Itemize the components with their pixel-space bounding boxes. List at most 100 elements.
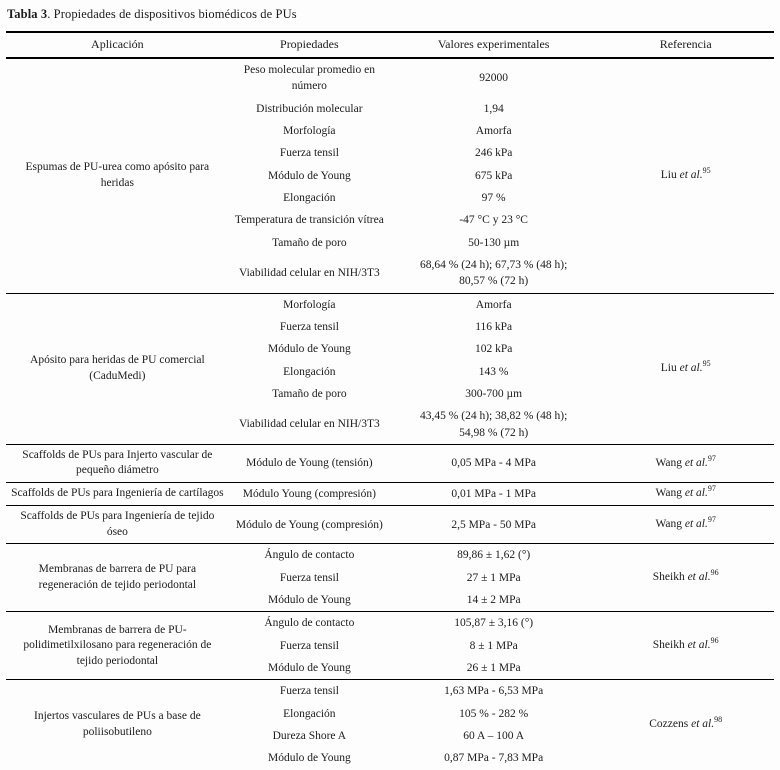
application-cell: Membranas de barrera de PU para regenera… bbox=[6, 543, 229, 612]
value-cell: -47 °C y 23 °C bbox=[459, 214, 528, 227]
table-row: Módulo de Young 0,87 MPa - 7,83 MPa bbox=[6, 747, 774, 770]
reference-author: Wang bbox=[655, 518, 682, 531]
table-row: Scaffolds de PUs para Injerto vascular d… bbox=[6, 443, 774, 483]
header-row: Aplicación Propiedades Valores experimen… bbox=[6, 32, 774, 59]
table-row: Scaffolds de PUs para Ingeniería de cart… bbox=[6, 481, 774, 506]
property-cell: Elongación bbox=[283, 191, 336, 204]
value-cell: 1,94 bbox=[483, 102, 504, 115]
table-row: Fuerza tensil 246 kPa bbox=[6, 142, 774, 164]
property-cell: Dureza Shore A bbox=[272, 729, 347, 742]
value-cell: 116 kPa bbox=[475, 320, 513, 333]
reference-author: Liu bbox=[660, 169, 677, 182]
value-cell: 0,01 MPa - 1 MPa bbox=[389, 481, 598, 506]
property-cell: Viabilidad celular en NIH/3T3 bbox=[238, 267, 380, 280]
reference-cell: Cozzens et al.98 bbox=[597, 679, 774, 770]
table-row: Apósito para heridas de PU comercial (Ca… bbox=[6, 292, 774, 445]
reference-author: Sheikh bbox=[652, 639, 685, 652]
reference-cell: Wang et al.97 bbox=[597, 443, 774, 483]
property-cell: Viabilidad celular en NIH/3T3 bbox=[238, 418, 380, 431]
value-cell: 14 ± 2 MPa bbox=[466, 593, 521, 606]
reference-number: 95 bbox=[702, 359, 711, 369]
table-title-number: Tabla 3 bbox=[7, 7, 48, 21]
property-cell: Módulo de Young bbox=[267, 661, 351, 674]
table-row: Injertos vasculares de PUs a base de pol… bbox=[6, 679, 774, 770]
table-row: Tamaño de poro 50-130 µm bbox=[6, 232, 774, 254]
value-cell: 89,86 ± 1,62 (°) bbox=[389, 543, 598, 567]
reference-number: 97 bbox=[707, 484, 716, 494]
value-cell: 143 % bbox=[478, 365, 509, 378]
reference-cell: Liu et al.95 bbox=[597, 292, 774, 445]
reference-author: Liu bbox=[660, 362, 677, 374]
property-cell: Ángulo de contacto bbox=[228, 611, 390, 635]
application-cell: Scaffolds de PUs para Ingeniería de teji… bbox=[6, 505, 229, 544]
application-cell: Espumas de PU-urea como apósito para her… bbox=[6, 57, 229, 294]
table-row: Módulo de Young 14 ± 2 MPa bbox=[6, 589, 774, 612]
value-cell: 0,05 MPa - 4 MPa bbox=[389, 443, 598, 483]
reference-number: 96 bbox=[710, 636, 719, 646]
value-cell: 8 ± 1 MPa bbox=[469, 639, 518, 652]
property-cell: Morfología bbox=[228, 292, 390, 316]
reference-cell: Wang et al.97 bbox=[597, 481, 774, 506]
application-cell: Injertos vasculares de PUs a base de pol… bbox=[6, 679, 229, 770]
property-cell: Distribución molecular bbox=[256, 102, 363, 115]
reference-cell: Liu et al.95 bbox=[597, 57, 774, 294]
table-row: Módulo de Young 102 kPa bbox=[6, 338, 774, 360]
table-row: Fuerza tensil 8 ± 1 MPa bbox=[6, 635, 774, 657]
property-cell: Módulo de Young (tensión) bbox=[228, 443, 390, 483]
application-cell: Membranas de barrera de PU- polidimetilx… bbox=[6, 611, 229, 680]
reference-etal: et al. bbox=[684, 456, 708, 469]
column-header-values: Valores experimentales bbox=[389, 32, 598, 59]
column-header-reference: Referencia bbox=[597, 32, 774, 59]
reference-number: 97 bbox=[707, 453, 716, 463]
property-cell: Morfología bbox=[283, 124, 336, 137]
reference-author: Wang bbox=[655, 487, 682, 500]
table-row: Elongación 143 % bbox=[6, 361, 774, 383]
value-cell: Amorfa bbox=[475, 124, 512, 137]
table-row: Espumas de PU-urea como apósito para her… bbox=[6, 57, 774, 294]
property-cell: Fuerza tensil bbox=[279, 320, 339, 333]
table-row: Temperatura de transición vítrea -47 °C y… bbox=[6, 209, 774, 231]
table-title: Tabla 3. Propiedades de dispositivos bio… bbox=[7, 7, 774, 22]
reference-etal: et al. bbox=[687, 639, 711, 652]
property-cell: Temperatura de transición vítrea bbox=[234, 214, 384, 227]
column-header-application: Aplicación bbox=[6, 32, 229, 59]
value-cell: 2,5 MPa - 50 MPa bbox=[389, 505, 598, 544]
reference-etal: et al. bbox=[684, 518, 708, 531]
property-cell: Ángulo de contacto bbox=[228, 543, 390, 567]
application-cell: Apósito para heridas de PU comercial (Ca… bbox=[6, 292, 229, 445]
reference-etal: et al. bbox=[679, 169, 703, 182]
property-cell: Módulo de Young bbox=[267, 343, 351, 356]
reference-etal: et al. bbox=[687, 571, 711, 584]
reference-number: 95 bbox=[702, 166, 711, 176]
property-cell: Módulo Young (compresión) bbox=[228, 481, 390, 506]
value-cell: 246 kPa bbox=[474, 147, 513, 160]
reference-cell: Sheikh et al.96 bbox=[597, 543, 774, 612]
value-cell: 300-700 µm bbox=[465, 387, 523, 400]
value-cell: 27 ± 1 MPa bbox=[466, 571, 521, 584]
reference-author: Sheikh bbox=[652, 571, 685, 584]
table-row: Elongación 97 % bbox=[6, 187, 774, 209]
table-row: Morfología Amorfa bbox=[6, 120, 774, 142]
value-cell: 97 % bbox=[481, 191, 506, 204]
table-row: Dureza Shore A 60 A – 100 A bbox=[6, 725, 774, 747]
property-cell: Fuerza tensil bbox=[279, 147, 339, 160]
application-cell: Scaffolds de PUs para Ingeniería de cart… bbox=[6, 481, 229, 506]
reference-etal: et al. bbox=[679, 362, 703, 374]
value-cell: 68,64 % (24 h); 67,73 % (48 h); 80,57 % … bbox=[420, 258, 568, 288]
reference-number: 96 bbox=[710, 568, 719, 578]
value-cell: 1,63 MPa - 6,53 MPa bbox=[389, 679, 598, 703]
table-row: Fuerza tensil 116 kPa bbox=[6, 316, 774, 338]
table-row: Membranas de barrera de PU- polidimetilx… bbox=[6, 611, 774, 680]
reference-etal: et al. bbox=[684, 487, 708, 500]
table-title-text: . Propiedades de dispositivos biomédicos… bbox=[47, 7, 297, 21]
value-cell: 26 ± 1 MPa bbox=[466, 661, 521, 674]
reference-number: 97 bbox=[707, 515, 716, 525]
property-cell: Tamaño de poro bbox=[272, 387, 347, 400]
table-row: Módulo de Young 26 ± 1 MPa bbox=[6, 657, 774, 680]
reference-number: 98 bbox=[714, 715, 723, 725]
table-row: Elongación 105 % - 282 % bbox=[6, 703, 774, 725]
table-row: Membranas de barrera de PU para regenera… bbox=[6, 543, 774, 612]
application-cell: Scaffolds de PUs para Injerto vascular d… bbox=[6, 443, 229, 483]
value-cell: 675 kPa bbox=[474, 169, 513, 182]
